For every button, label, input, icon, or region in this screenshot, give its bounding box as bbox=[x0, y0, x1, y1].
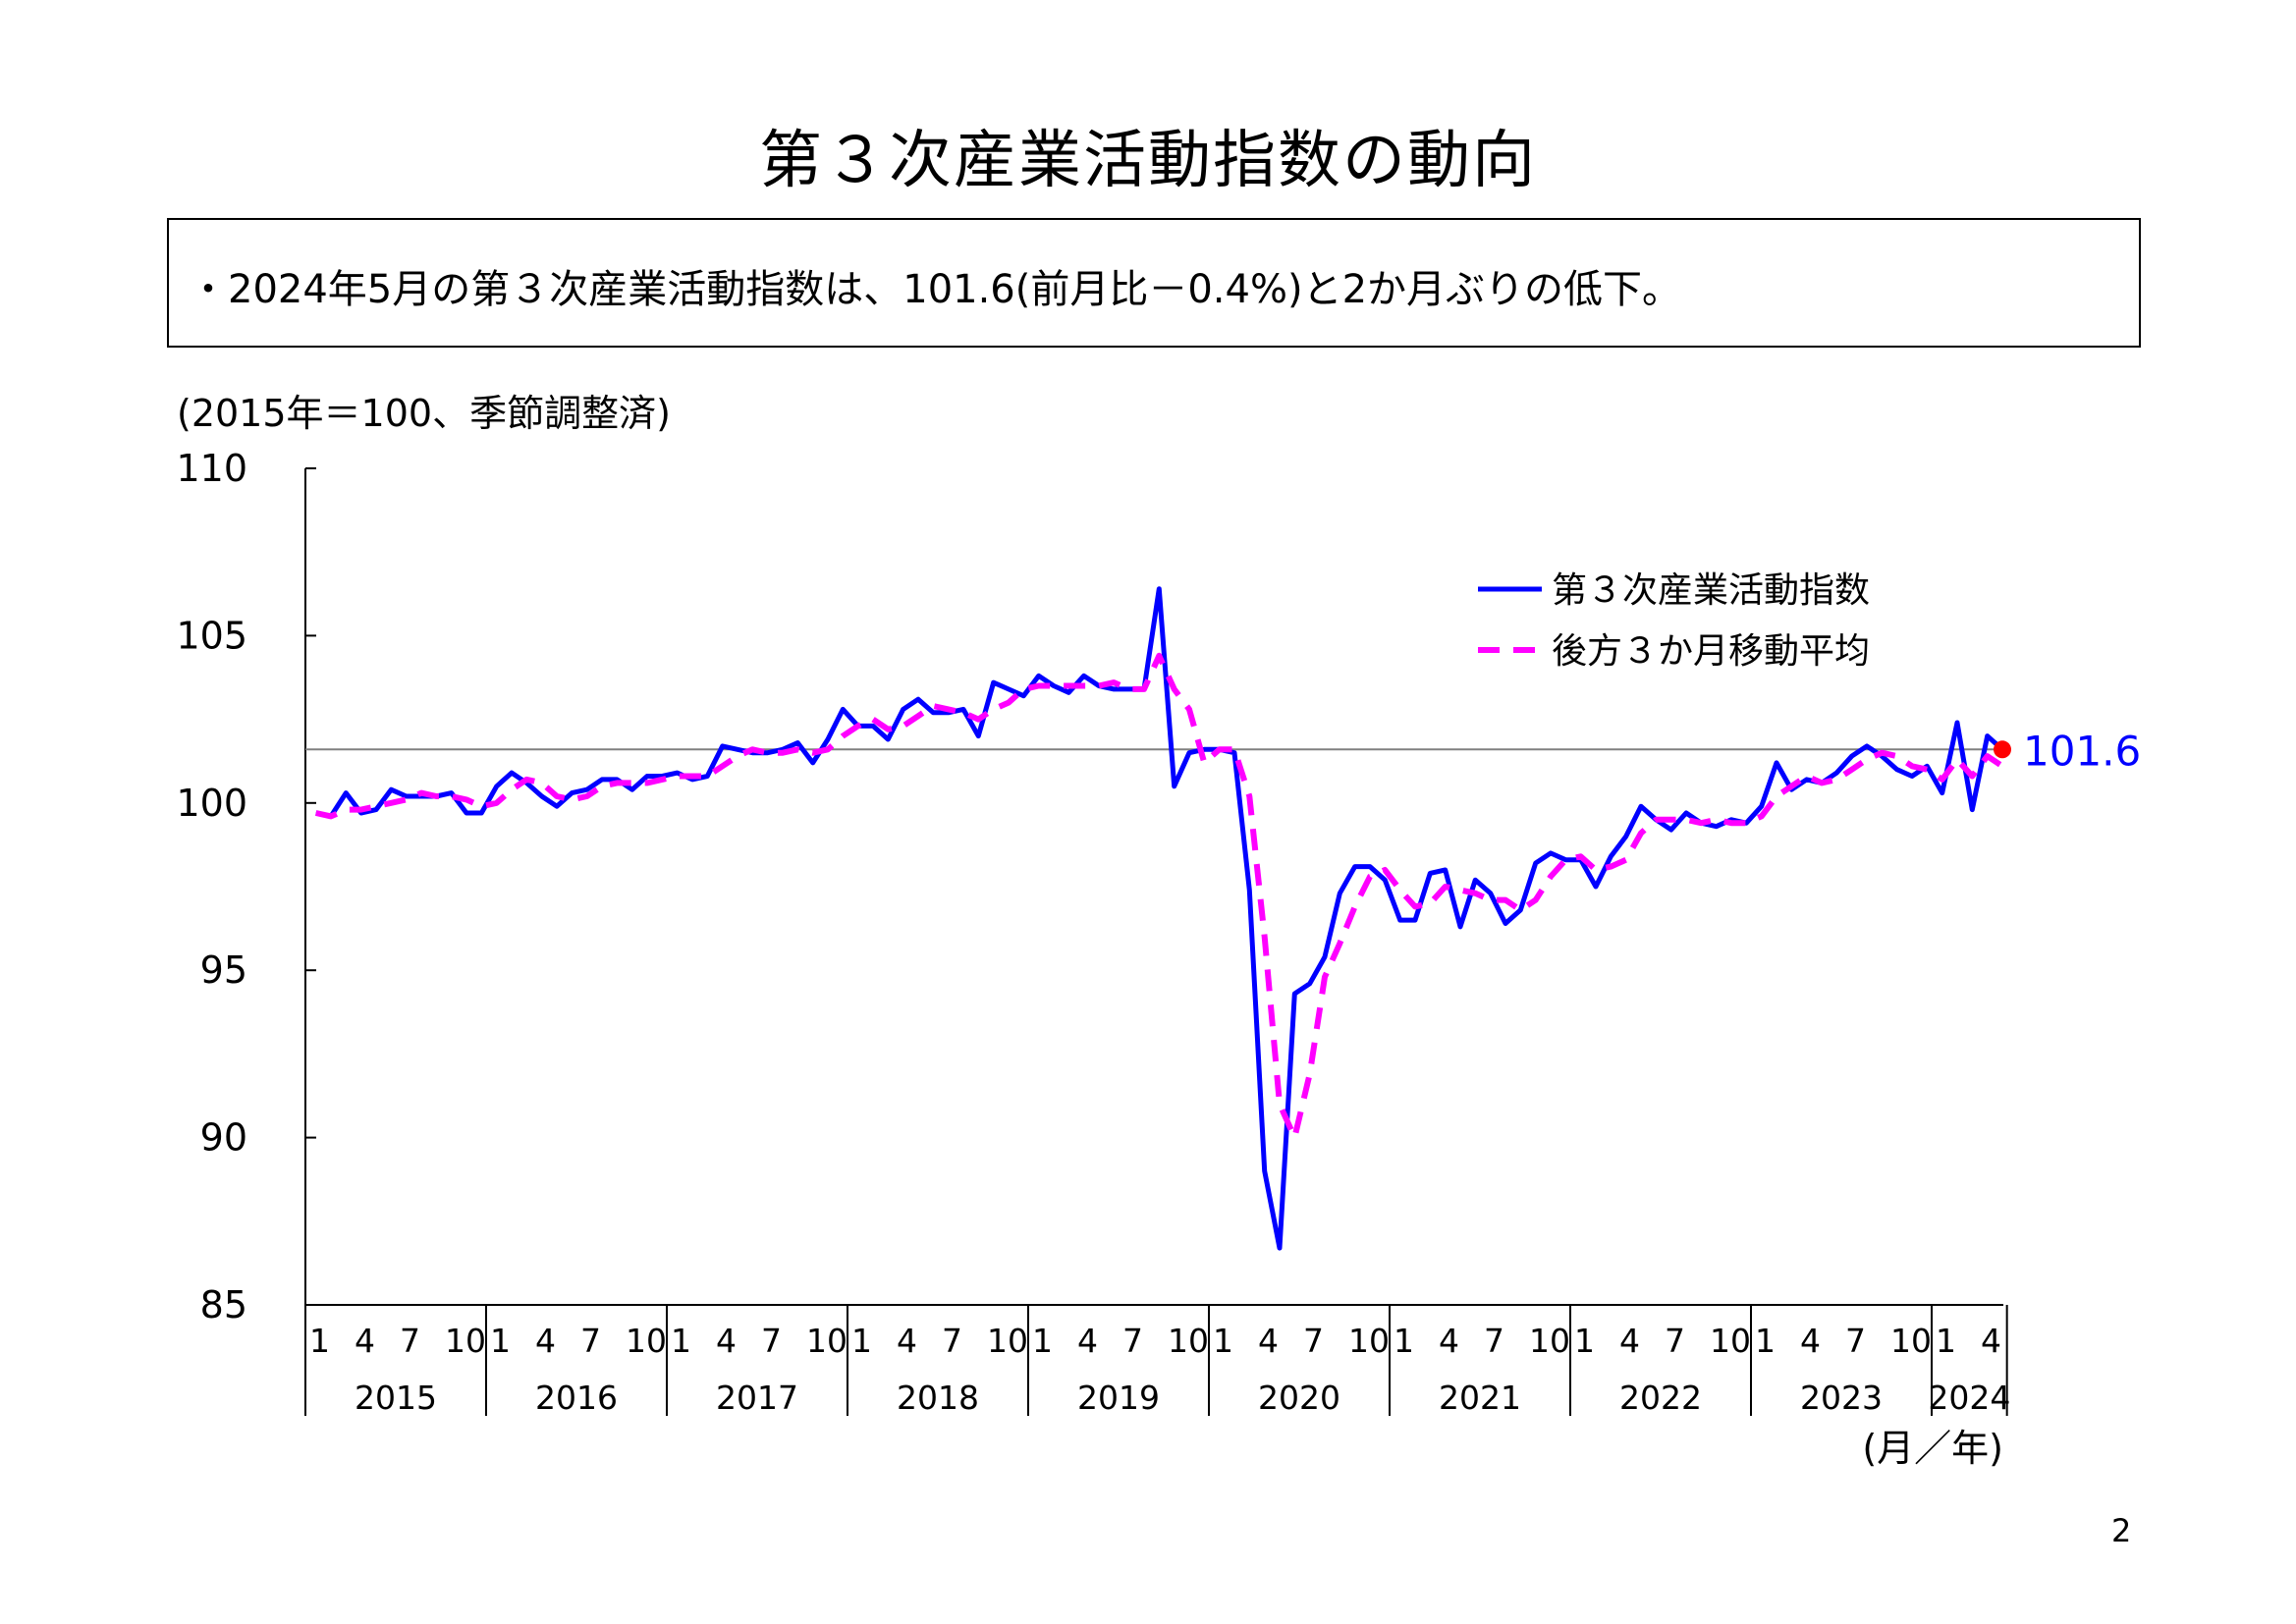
moving-average-series-line bbox=[315, 652, 2004, 1141]
month-tick-label: 1 bbox=[671, 1322, 691, 1360]
y-tick-label: 110 bbox=[176, 447, 247, 490]
month-tick-label: 10 bbox=[1348, 1322, 1390, 1360]
month-tick-label: 7 bbox=[580, 1322, 601, 1360]
month-tick-label: 4 bbox=[1981, 1322, 2001, 1360]
month-tick-label: 7 bbox=[1303, 1322, 1324, 1360]
month-tick-label: 1 bbox=[1755, 1322, 1776, 1360]
summary-text: ・2024年5月の第３次産業活動指数は、101.6(前月比－0.4%)と2か月ぶ… bbox=[189, 267, 1682, 312]
month-tick-label: 10 bbox=[445, 1322, 486, 1360]
month-tick-label: 10 bbox=[806, 1322, 847, 1360]
month-tick-label: 10 bbox=[1890, 1322, 1932, 1360]
month-tick-label: 10 bbox=[1710, 1322, 1751, 1360]
month-tick-label: 1 bbox=[1574, 1322, 1595, 1360]
month-tick-label: 7 bbox=[1845, 1322, 1866, 1360]
month-tick-label: 7 bbox=[1665, 1322, 1685, 1360]
month-tick-label: 7 bbox=[1484, 1322, 1504, 1360]
x-axis-label: (月／年) bbox=[1862, 1427, 2003, 1470]
latest-value-label: 101.6 bbox=[2023, 727, 2141, 775]
month-tick-label: 4 bbox=[1619, 1322, 1640, 1360]
year-label: 2024 bbox=[1928, 1379, 2010, 1417]
month-tick-label: 4 bbox=[716, 1322, 737, 1360]
year-label: 2019 bbox=[1077, 1379, 1160, 1417]
month-tick-label: 4 bbox=[1258, 1322, 1279, 1360]
legend-label-moving-average: 後方３か月移動平均 bbox=[1552, 631, 1870, 672]
y-tick-label: 105 bbox=[176, 614, 247, 657]
unit-note: (2015年＝100、季節調整済) bbox=[177, 392, 671, 435]
month-tick-label: 10 bbox=[987, 1322, 1028, 1360]
year-label: 2018 bbox=[897, 1379, 979, 1417]
month-tick-label: 7 bbox=[761, 1322, 782, 1360]
y-tick-label: 100 bbox=[176, 782, 247, 825]
month-tick-label: 1 bbox=[1032, 1322, 1053, 1360]
month-tick-label: 1 bbox=[851, 1322, 872, 1360]
month-tick-label: 4 bbox=[897, 1322, 917, 1360]
page-title: 第３次産業活動指数の動向 bbox=[759, 125, 1537, 197]
month-tick-label: 10 bbox=[1168, 1322, 1209, 1360]
year-label: 2017 bbox=[716, 1379, 798, 1417]
month-tick-label: 4 bbox=[1439, 1322, 1459, 1360]
month-tick-label: 7 bbox=[1122, 1322, 1143, 1360]
month-tick-label: 4 bbox=[1800, 1322, 1821, 1360]
month-tick-label: 10 bbox=[1529, 1322, 1570, 1360]
month-tick-label: 1 bbox=[1394, 1322, 1414, 1360]
year-label: 2016 bbox=[535, 1379, 618, 1417]
index-series-line bbox=[315, 586, 2004, 1251]
y-tick-label: 95 bbox=[200, 948, 247, 992]
year-label: 2020 bbox=[1258, 1379, 1340, 1417]
month-tick-label: 4 bbox=[535, 1322, 556, 1360]
month-tick-label: 1 bbox=[309, 1322, 330, 1360]
year-label: 2015 bbox=[355, 1379, 437, 1417]
year-label: 2022 bbox=[1619, 1379, 1702, 1417]
month-tick-label: 1 bbox=[1213, 1322, 1233, 1360]
y-tick-label: 85 bbox=[200, 1283, 247, 1326]
month-tick-label: 1 bbox=[490, 1322, 511, 1360]
month-tick-label: 7 bbox=[942, 1322, 962, 1360]
legend-label-index: 第３次産業活動指数 bbox=[1552, 570, 1870, 611]
latest-point-marker bbox=[1994, 740, 2011, 759]
year-label: 2021 bbox=[1439, 1379, 1521, 1417]
month-tick-label: 4 bbox=[355, 1322, 375, 1360]
year-label: 2023 bbox=[1800, 1379, 1883, 1417]
month-tick-label: 7 bbox=[400, 1322, 420, 1360]
month-tick-label: 10 bbox=[626, 1322, 667, 1360]
y-tick-label: 90 bbox=[200, 1116, 247, 1160]
page-number: 2 bbox=[2111, 1512, 2132, 1549]
summary-box: ・2024年5月の第３次産業活動指数は、101.6(前月比－0.4%)と2か月ぶ… bbox=[167, 218, 2141, 348]
month-tick-label: 1 bbox=[1936, 1322, 1956, 1360]
month-tick-label: 4 bbox=[1077, 1322, 1098, 1360]
